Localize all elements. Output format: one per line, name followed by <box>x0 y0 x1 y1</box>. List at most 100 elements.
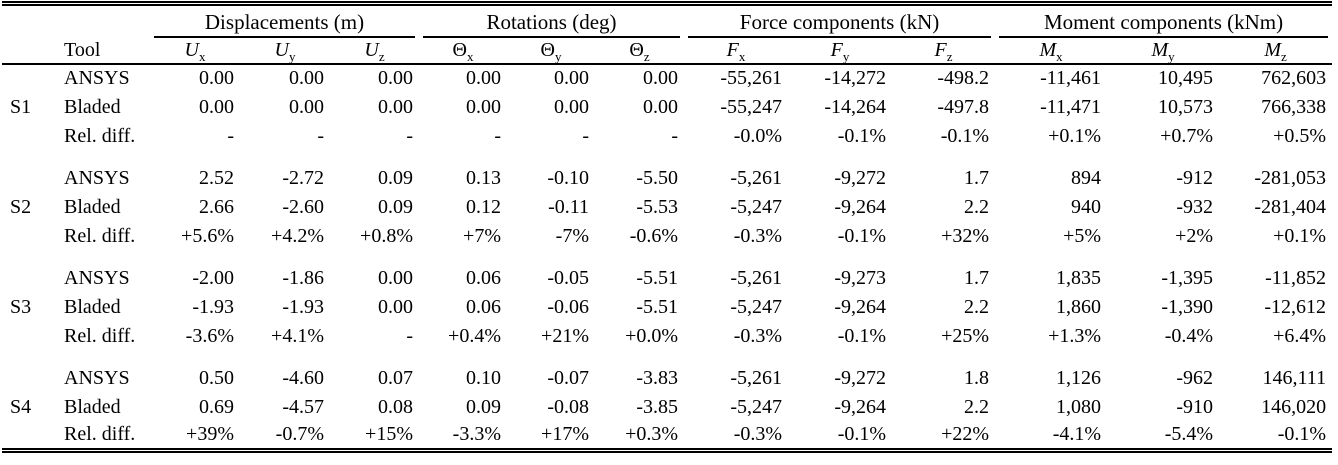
tool-cell: ANSYS <box>64 166 130 189</box>
value-cell-uz: 0.00 <box>378 266 413 289</box>
section-label-blank <box>2 422 50 451</box>
col-header-mz: Mz <box>1219 37 1333 65</box>
value-cell-uy: -1.93 <box>282 295 324 318</box>
value-cell-mz: -281,053 <box>1254 166 1327 189</box>
value-cell-mz: -281,404 <box>1254 195 1327 218</box>
value-cell-mx: 894 <box>1071 166 1102 189</box>
col-subscript: z <box>1281 48 1287 64</box>
value-cell-theta-x: 0.00 <box>466 95 501 118</box>
value-cell-fy: -9,264 <box>834 295 887 318</box>
value-cell-mz: -12,612 <box>1264 295 1327 318</box>
value-cell-my: -1,390 <box>1161 295 1214 318</box>
value-cell-theta-x: 0.13 <box>466 166 501 189</box>
value-cell-mx: 1,860 <box>1056 295 1102 318</box>
value-cell-uy: 0.00 <box>289 67 324 89</box>
value-cell-fx: -5,261 <box>730 166 783 189</box>
table-row-s2-1: S2 Bladed 2.66 -2.60 0.09 0.12 -0.11 -5.53 -5,24… <box>2 193 1332 222</box>
table-row-s2-0: ANSYS 2.52 -2.72 0.09 0.13 -0.10 -5.50 -5,261 -9… <box>2 164 1332 193</box>
value-cell-theta-z: -5.51 <box>636 295 679 318</box>
col-subscript: x <box>738 48 746 64</box>
value-cell-ux: -3.6% <box>185 324 234 347</box>
value-cell-mx: -4.1% <box>1052 423 1102 446</box>
value-cell-theta-x: 0.09 <box>466 395 501 418</box>
value-cell-fz: 1.7 <box>964 266 990 289</box>
value-cell-uy: - <box>317 124 324 147</box>
table-row-s3-0: ANSYS -2.00 -1.86 0.00 0.06 -0.05 -5.51 -5,261 -… <box>2 264 1332 293</box>
value-cell-theta-z: -3.83 <box>636 366 679 389</box>
value-cell-my: +2% <box>1175 224 1214 247</box>
section-label-blank <box>2 322 50 351</box>
value-cell-fy: -9,264 <box>834 195 887 218</box>
col-header-my: My <box>1107 37 1220 65</box>
col-header-uy: Uy <box>240 37 330 65</box>
value-cell-ux: 0.69 <box>199 395 234 418</box>
value-cell-uy: +4.2% <box>271 224 324 247</box>
value-cell-theta-z: 0.00 <box>643 67 679 89</box>
section-gap <box>2 251 1332 264</box>
value-cell-ux: - <box>227 124 234 147</box>
col-header-theta-y: Θy <box>507 37 595 65</box>
value-cell-fy: -14,264 <box>824 95 887 118</box>
group-header-moment-components: Moment components (kNm) <box>995 4 1332 38</box>
col-symbol: Θ <box>629 38 644 61</box>
value-cell-fx: -5,247 <box>730 195 783 218</box>
col-symbol: M <box>1264 38 1281 61</box>
value-cell-uz: 0.00 <box>378 295 413 318</box>
value-cell-fz: -0.1% <box>940 124 990 147</box>
col-subscript: x <box>198 48 206 64</box>
value-cell-fx: -5,261 <box>730 266 783 289</box>
value-cell-uy: -1.86 <box>282 266 324 289</box>
tool-cell: ANSYS <box>64 366 130 389</box>
value-cell-mx: -11,461 <box>1040 67 1102 89</box>
value-cell-theta-y: +17% <box>541 423 589 446</box>
value-cell-theta-y: - <box>582 124 589 147</box>
table-row-s1-0: ANSYS 0.00 0.00 0.00 0.00 0.00 0.00 -55,261 -14,… <box>2 64 1332 93</box>
value-cell-fx: -5,261 <box>730 366 783 389</box>
section-label-blank <box>2 122 50 151</box>
value-cell-mx: 1,080 <box>1056 395 1102 418</box>
col-header-fy: Fy <box>788 37 893 65</box>
value-cell-mz: 762,603 <box>1261 67 1327 89</box>
value-cell-fx: -55,247 <box>720 95 783 118</box>
table-body: ANSYS 0.00 0.00 0.00 0.00 0.00 0.00 -55,261 -14,… <box>2 64 1332 451</box>
value-cell-mz: -0.1% <box>1277 423 1327 446</box>
value-cell-mx: 940 <box>1071 195 1102 218</box>
value-cell-mz: +0.5% <box>1273 124 1327 147</box>
value-cell-mz: 766,338 <box>1261 95 1327 118</box>
group-header-force-components: Force components (kN) <box>684 4 995 38</box>
col-header-mx: Mx <box>995 37 1108 65</box>
value-cell-theta-z: +0.0% <box>625 324 679 347</box>
value-cell-fy: -9,273 <box>834 266 887 289</box>
col-subscript: x <box>1056 48 1063 64</box>
value-cell-theta-z: -5.53 <box>636 195 679 218</box>
col-symbol: Θ <box>452 38 467 61</box>
value-cell-mz: +0.1% <box>1273 224 1327 247</box>
value-cell-uz: 0.08 <box>378 395 413 418</box>
tool-cell: Rel. diff. <box>64 423 136 446</box>
col-symbol: Θ <box>540 38 555 61</box>
col-header-tool: Tool <box>50 37 150 65</box>
col-header-theta-x: Θx <box>419 37 507 65</box>
value-cell-fx: -0.3% <box>733 423 783 446</box>
section-label-blank <box>2 222 50 251</box>
value-cell-fz: 2.2 <box>964 295 990 318</box>
tool-cell: Bladed <box>64 295 121 318</box>
table-row-s1-1: S1 Bladed 0.00 0.00 0.00 0.00 0.00 0.00 -55,247 -… <box>2 93 1332 122</box>
table-row-s3-1: S3 Bladed -1.93 -1.93 0.00 0.06 -0.06 -5.51 -5,2… <box>2 293 1332 322</box>
value-cell-uz: - <box>406 124 413 147</box>
value-cell-my: -0.4% <box>1164 324 1214 347</box>
value-cell-fz: -498.2 <box>937 67 990 89</box>
value-cell-theta-x: 0.06 <box>466 295 501 318</box>
value-cell-mz: +6.4% <box>1273 324 1327 347</box>
tool-cell: Rel. diff. <box>64 224 136 247</box>
value-cell-ux: 2.52 <box>199 166 234 189</box>
section-label: S1 <box>10 95 32 118</box>
value-cell-fz: 2.2 <box>964 395 990 418</box>
value-cell-uy: -4.57 <box>282 395 324 418</box>
col-symbol: U <box>364 38 379 61</box>
value-cell-theta-z: -0.6% <box>629 224 679 247</box>
value-cell-uy: -2.72 <box>282 166 324 189</box>
value-cell-mz: -11,852 <box>1265 266 1327 289</box>
col-subscript: y <box>842 48 850 64</box>
group-label: Rotations (deg) <box>486 9 617 34</box>
